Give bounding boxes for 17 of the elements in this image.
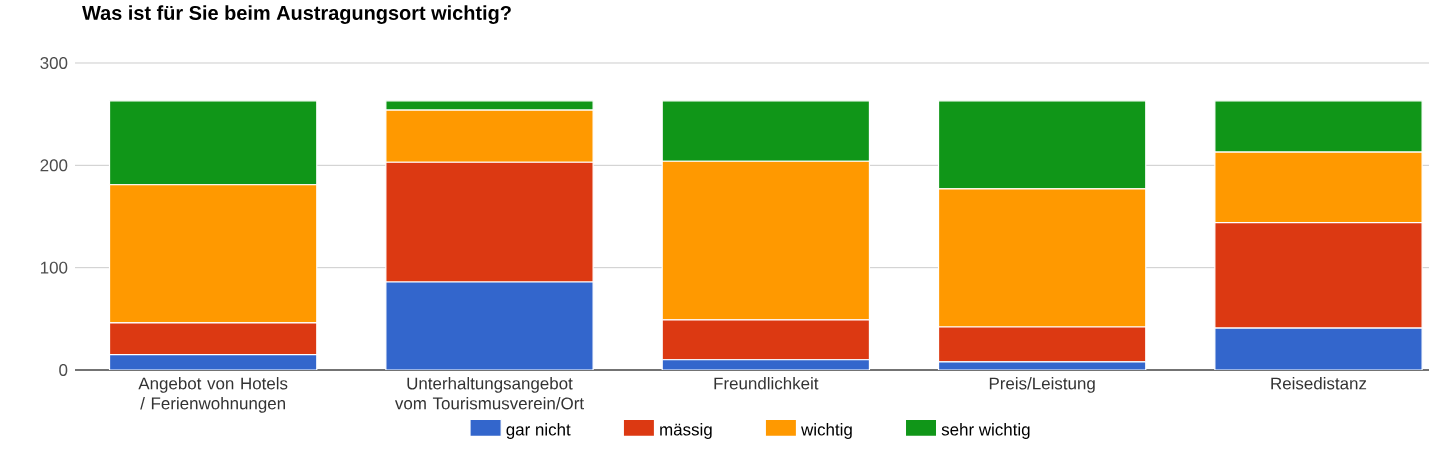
y-tick-label: 200 xyxy=(40,159,68,172)
chart-title: Was ist für Sie beim Austragungsort wichtig? xyxy=(82,5,511,24)
x-tick-label: Angebot von Hotels / Ferienwohnungen xyxy=(138,377,288,413)
x-tick-label: Unterhaltungsangebot vom Tourismusverein/Ort xyxy=(394,377,584,410)
bar xyxy=(385,281,594,370)
legend-label: wichtig xyxy=(801,423,852,439)
x-tick-label: Reisedistanz xyxy=(1271,377,1367,390)
y-tick-label: 100 xyxy=(40,261,68,274)
x-tick-label: Freundlichkeit xyxy=(714,377,819,390)
legend-label: sehr wichtig xyxy=(941,423,1030,439)
y-tick-label: 0 xyxy=(59,364,68,376)
legend-label: mässig xyxy=(660,423,712,439)
x-tick-label: Preis/Leistung xyxy=(989,377,1095,393)
bar xyxy=(108,354,318,370)
bar xyxy=(1214,327,1423,370)
y-tick-label: 300 xyxy=(40,57,68,69)
legend-label: gar nicht xyxy=(506,423,571,439)
